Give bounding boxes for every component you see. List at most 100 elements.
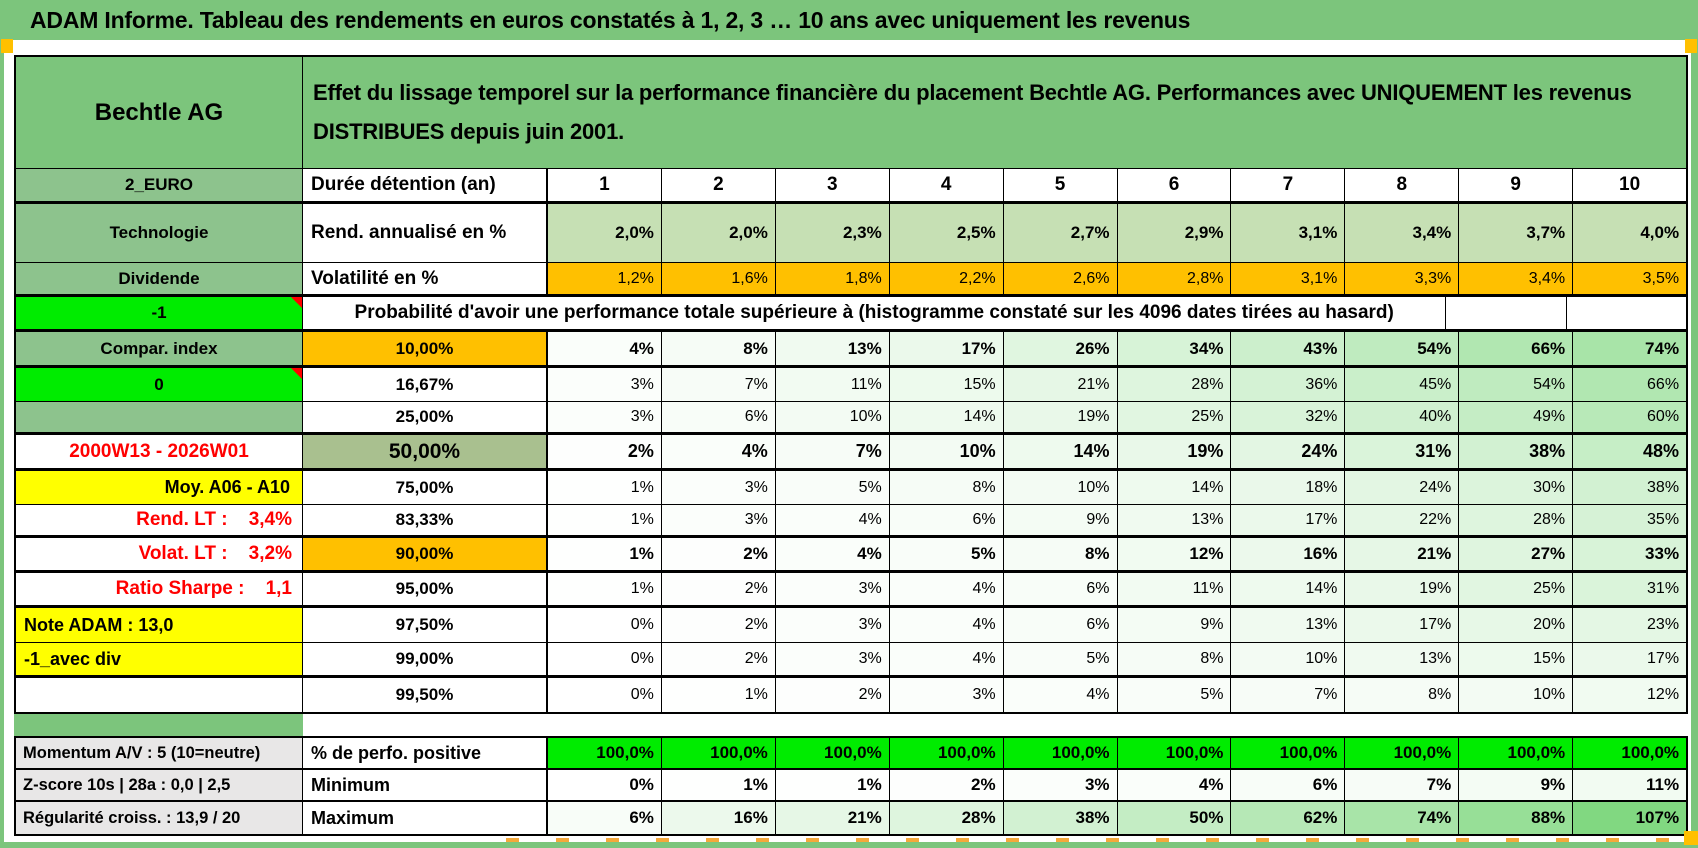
value-cell[interactable]: 1% <box>548 471 662 504</box>
sheet-title-bar[interactable]: ADAM Informe. Tableau des rendements en … <box>0 0 1698 40</box>
value-cell[interactable]: 5% <box>889 538 1004 570</box>
value-cell[interactable]: 38% <box>1573 471 1687 504</box>
row-head-cell[interactable]: Maximum <box>303 802 548 834</box>
value-cell[interactable]: 40% <box>1345 402 1460 432</box>
value-cell[interactable]: 48% <box>1573 435 1687 468</box>
value-cell[interactable]: 24% <box>1345 471 1460 504</box>
value-cell[interactable]: 9% <box>1117 608 1232 642</box>
value-cell[interactable]: 21% <box>775 802 890 834</box>
column-header-cell[interactable]: 5 <box>1004 169 1118 201</box>
value-cell[interactable]: 2% <box>775 678 890 712</box>
value-cell[interactable]: 6% <box>1003 608 1118 642</box>
value-cell[interactable]: 4% <box>1003 678 1118 712</box>
value-cell[interactable]: 6% <box>889 505 1004 535</box>
value-cell[interactable]: 1,6% <box>661 263 776 294</box>
value-cell[interactable]: 31% <box>1345 435 1460 468</box>
value-cell[interactable]: 11% <box>775 368 890 401</box>
row-head-cell[interactable]: 83,33% <box>303 505 548 535</box>
value-cell[interactable]: 8% <box>1345 678 1460 712</box>
row-head-cell[interactable]: 10,00% <box>303 332 548 365</box>
value-cell[interactable]: 100,0% <box>548 738 662 768</box>
value-cell[interactable]: 4% <box>889 608 1004 642</box>
value-cell[interactable]: 2,5% <box>889 204 1004 262</box>
value-cell[interactable]: 4% <box>548 332 662 365</box>
value-cell[interactable]: 7% <box>1231 678 1346 712</box>
value-cell[interactable]: 2% <box>548 435 662 468</box>
value-cell[interactable]: 3% <box>775 608 890 642</box>
value-cell[interactable]: 16% <box>1231 538 1346 570</box>
value-cell[interactable]: 13% <box>1117 505 1232 535</box>
value-cell[interactable]: 4% <box>889 573 1004 605</box>
value-cell[interactable]: 7% <box>775 435 890 468</box>
value-cell[interactable]: 66% <box>1573 368 1687 401</box>
row-label-cell[interactable]: 2000W13 - 2026W01 <box>16 435 303 468</box>
value-cell[interactable]: 2% <box>661 573 776 605</box>
value-cell[interactable]: 74% <box>1345 802 1460 834</box>
column-header-cell[interactable]: 3 <box>776 169 890 201</box>
row-label-cell[interactable] <box>16 678 303 712</box>
value-cell[interactable]: 20% <box>1459 608 1574 642</box>
value-cell[interactable]: 4% <box>1117 770 1232 800</box>
value-cell[interactable]: 6% <box>661 402 776 432</box>
value-cell[interactable]: 15% <box>889 368 1004 401</box>
value-cell[interactable]: 3% <box>661 471 776 504</box>
row-head-cell[interactable]: 90,00% <box>303 538 548 570</box>
value-cell[interactable]: 14% <box>1231 573 1346 605</box>
value-cell[interactable]: 3,3% <box>1345 263 1460 294</box>
value-cell[interactable]: 100,0% <box>661 738 776 768</box>
row-label-cell[interactable]: 0 <box>16 368 303 401</box>
value-cell[interactable]: 100,0% <box>1231 738 1346 768</box>
value-cell[interactable]: 10% <box>1231 643 1346 675</box>
row-head-cell[interactable]: Minimum <box>303 770 548 800</box>
value-cell[interactable]: 100,0% <box>1003 738 1118 768</box>
value-cell[interactable]: 2% <box>661 538 776 570</box>
value-cell[interactable]: 100,0% <box>775 738 890 768</box>
value-cell[interactable]: 12% <box>1117 538 1232 570</box>
value-cell[interactable]: 100,0% <box>1459 738 1574 768</box>
value-cell[interactable]: 17% <box>1573 643 1687 675</box>
value-cell[interactable]: 2,9% <box>1117 204 1232 262</box>
value-cell[interactable]: 54% <box>1459 368 1574 401</box>
value-cell[interactable]: 18% <box>1231 471 1346 504</box>
value-cell[interactable]: 1% <box>548 573 662 605</box>
value-cell[interactable]: 74% <box>1573 332 1687 365</box>
value-cell[interactable]: 45% <box>1345 368 1460 401</box>
value-cell[interactable]: 36% <box>1231 368 1346 401</box>
value-cell[interactable]: 3% <box>548 368 662 401</box>
row-head-cell[interactable]: 97,50% <box>303 608 548 642</box>
row-label-cell[interactable]: Volat. LT : 3,2% <box>16 538 303 570</box>
value-cell[interactable]: 8% <box>889 471 1004 504</box>
value-cell[interactable]: 0% <box>548 608 662 642</box>
row-head-cell[interactable]: 25,00% <box>303 402 548 432</box>
value-cell[interactable]: 27% <box>1459 538 1574 570</box>
value-cell[interactable]: 4% <box>775 538 890 570</box>
value-cell[interactable]: 23% <box>1573 608 1687 642</box>
value-cell[interactable]: 2,6% <box>1003 263 1118 294</box>
value-cell[interactable]: 3,1% <box>1231 263 1346 294</box>
row-label-cell[interactable]: Moy. A06 - A10 <box>16 471 303 504</box>
value-cell[interactable]: 5% <box>1003 643 1118 675</box>
value-cell[interactable]: 17% <box>1231 505 1346 535</box>
row-label-cell[interactable]: 2_EURO <box>16 169 303 201</box>
row-label-cell[interactable]: Dividende <box>16 263 303 294</box>
row-label-cell[interactable] <box>16 402 303 432</box>
value-cell[interactable]: 17% <box>889 332 1004 365</box>
column-header-cell[interactable]: 8 <box>1345 169 1460 201</box>
column-header-cell[interactable]: 7 <box>1231 169 1346 201</box>
value-cell[interactable]: 1% <box>548 538 662 570</box>
value-cell[interactable]: 5% <box>775 471 890 504</box>
row-label-cell[interactable]: Note ADAM : 13,0 <box>16 608 303 642</box>
row-head-cell[interactable]: 16,67% <box>303 368 548 401</box>
value-cell[interactable]: 49% <box>1459 402 1574 432</box>
value-cell[interactable]: 3,5% <box>1573 263 1687 294</box>
value-cell[interactable]: 24% <box>1231 435 1346 468</box>
value-cell[interactable]: 19% <box>1003 402 1118 432</box>
value-cell[interactable]: 100,0% <box>1573 738 1687 768</box>
column-header-cell[interactable]: 6 <box>1118 169 1232 201</box>
row-label-cell[interactable]: Compar. index <box>16 332 303 365</box>
value-cell[interactable]: 54% <box>1345 332 1460 365</box>
value-cell[interactable]: 6% <box>1003 573 1118 605</box>
value-cell[interactable]: 107% <box>1573 802 1687 834</box>
row-label-cell[interactable]: Z-score 10s | 28a : 0,0 | 2,5 <box>16 770 303 800</box>
value-cell[interactable]: 50% <box>1117 802 1232 834</box>
